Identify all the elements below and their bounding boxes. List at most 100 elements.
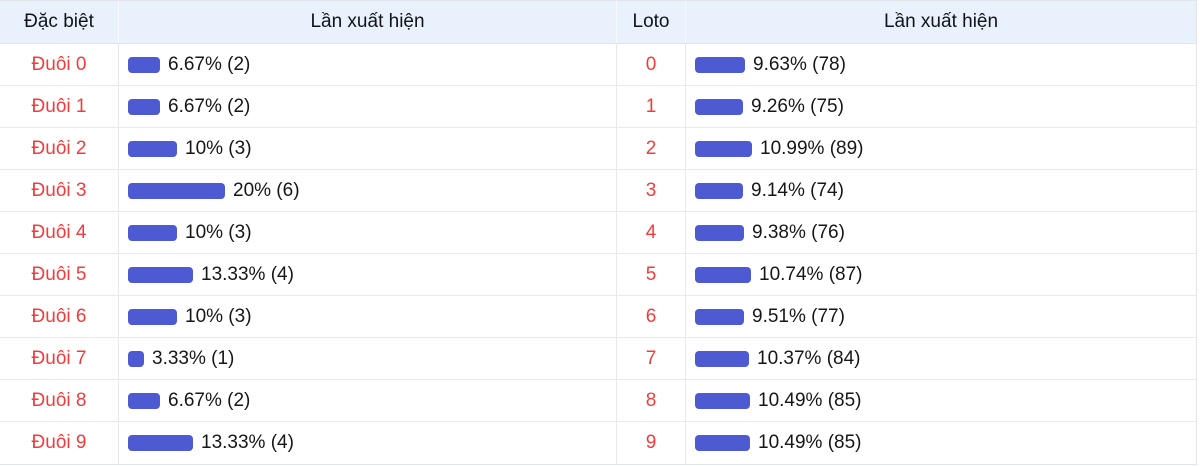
special-frequency-value: 6.67% (2): [168, 95, 251, 117]
loto-frequency-value: 10.49% (85): [758, 432, 862, 453]
header-special-frequency-label: Lần xuất hiện: [310, 11, 425, 32]
loto-frequency-bar: [695, 308, 744, 325]
loto-frequency-bar: [695, 435, 750, 451]
special-row-label: Đuôi 3: [31, 179, 87, 201]
loto-label-cell: 8: [617, 380, 686, 421]
loto-frequency-cell: 10.99% (89): [686, 128, 1196, 169]
loto-label-cell: 1: [617, 86, 686, 127]
special-label-cell: Đuôi 1: [0, 86, 119, 127]
special-label-cell: Đuôi 0: [0, 44, 119, 85]
loto-frequency-bar: [695, 98, 743, 115]
loto-label-cell: 2: [617, 128, 686, 169]
special-frequency-bar: [128, 140, 177, 157]
loto-label-cell: 9: [617, 422, 686, 464]
table-row: Đuôi 8 6.67% (2) 8 10.49% (85): [0, 380, 1196, 422]
special-row-label: Đuôi 8: [31, 389, 87, 411]
loto-frequency-value: 10.99% (89): [760, 137, 864, 159]
loto-frequency-cell: 9.51% (77): [686, 296, 1196, 337]
loto-row-label: 6: [645, 305, 657, 327]
loto-frequency-cell: 9.38% (76): [686, 212, 1196, 253]
loto-row-label: 3: [645, 179, 657, 201]
special-frequency-value: 13.33% (4): [201, 432, 294, 453]
loto-frequency-cell: 9.63% (78): [686, 44, 1196, 85]
special-row-label: Đuôi 7: [31, 347, 87, 369]
special-frequency-cell: 20% (6): [119, 170, 617, 211]
special-label-cell: Đuôi 9: [0, 422, 119, 464]
header-special-label: Đặc biệt: [24, 11, 94, 32]
special-frequency-value: 13.33% (4): [201, 263, 294, 285]
loto-label-cell: 5: [617, 254, 686, 295]
loto-frequency-cell: 9.26% (75): [686, 86, 1196, 127]
special-row-label: Đuôi 1: [31, 95, 87, 117]
special-label-cell: Đuôi 6: [0, 296, 119, 337]
loto-label-cell: 7: [617, 338, 686, 379]
loto-frequency-bar: [695, 350, 749, 367]
loto-row-label: 7: [645, 347, 657, 369]
loto-frequency-cell: 10.49% (85): [686, 422, 1196, 464]
loto-frequency-bar: [695, 140, 752, 157]
loto-frequency-value: 10.37% (84): [757, 347, 861, 369]
special-frequency-bar: [128, 266, 193, 283]
special-row-label: Đuôi 5: [31, 263, 87, 285]
table-row: Đuôi 2 10% (3) 2 10.99% (89): [0, 128, 1196, 170]
table-row: Đuôi 5 13.33% (4) 5 10.74% (87): [0, 254, 1196, 296]
header-cell-loto-frequency: Lần xuất hiện: [686, 1, 1196, 43]
loto-frequency-value: 9.63% (78): [753, 53, 846, 75]
table-row: Đuôi 3 20% (6) 3 9.14% (74): [0, 170, 1196, 212]
special-frequency-value: 20% (6): [233, 179, 300, 201]
loto-frequency-value: 9.26% (75): [751, 95, 844, 117]
loto-row-label: 5: [645, 263, 657, 285]
special-frequency-cell: 6.67% (2): [119, 86, 617, 127]
loto-frequency-value: 9.38% (76): [752, 221, 845, 243]
special-row-label: Đuôi 4: [31, 221, 87, 243]
special-frequency-cell: 3.33% (1): [119, 338, 617, 379]
special-label-cell: Đuôi 4: [0, 212, 119, 253]
special-frequency-bar: [128, 435, 193, 451]
loto-row-label: 8: [645, 389, 657, 411]
special-frequency-cell: 13.33% (4): [119, 254, 617, 295]
loto-row-label: 0: [645, 53, 657, 75]
loto-frequency-cell: 9.14% (74): [686, 170, 1196, 211]
special-label-cell: Đuôi 2: [0, 128, 119, 169]
loto-frequency-value: 10.49% (85): [758, 389, 862, 411]
special-frequency-cell: 13.33% (4): [119, 422, 617, 464]
special-frequency-cell: 6.67% (2): [119, 380, 617, 421]
special-frequency-cell: 10% (3): [119, 128, 617, 169]
special-frequency-bar: [128, 98, 160, 115]
special-frequency-cell: 6.67% (2): [119, 44, 617, 85]
loto-frequency-cell: 10.74% (87): [686, 254, 1196, 295]
table-row: Đuôi 1 6.67% (2) 1 9.26% (75): [0, 86, 1196, 128]
table-header-row: Đặc biệt Lần xuất hiện Loto Lần xuất hiệ…: [0, 1, 1196, 44]
table-row: Đuôi 7 3.33% (1) 7 10.37% (84): [0, 338, 1196, 380]
special-row-label: Đuôi 9: [31, 432, 87, 453]
loto-frequency-bar: [695, 224, 744, 241]
loto-label-cell: 4: [617, 212, 686, 253]
special-row-label: Đuôi 6: [31, 305, 87, 327]
table-row: Đuôi 0 6.67% (2) 0 9.63% (78): [0, 44, 1196, 86]
header-cell-special: Đặc biệt: [0, 1, 119, 43]
header-cell-loto: Loto: [617, 1, 686, 43]
loto-row-label: 9: [645, 432, 657, 453]
special-frequency-bar: [128, 224, 177, 241]
special-label-cell: Đuôi 8: [0, 380, 119, 421]
special-frequency-bar: [128, 182, 225, 199]
loto-label-cell: 3: [617, 170, 686, 211]
special-frequency-bar: [128, 392, 160, 409]
loto-label-cell: 0: [617, 44, 686, 85]
special-row-label: Đuôi 0: [31, 53, 87, 75]
table-body: Đuôi 0 6.67% (2) 0 9.63% (78) Đuôi 1 6.6…: [0, 44, 1196, 464]
header-loto-frequency-label: Lần xuất hiện: [883, 11, 999, 32]
special-frequency-cell: 10% (3): [119, 212, 617, 253]
loto-frequency-cell: 10.37% (84): [686, 338, 1196, 379]
loto-frequency-value: 9.14% (74): [751, 179, 844, 201]
special-frequency-value: 6.67% (2): [168, 389, 251, 411]
table-row: Đuôi 9 13.33% (4) 9 10.49% (85): [0, 422, 1196, 464]
table-row: Đuôi 4 10% (3) 4 9.38% (76): [0, 212, 1196, 254]
loto-row-label: 1: [645, 95, 657, 117]
loto-label-cell: 6: [617, 296, 686, 337]
special-label-cell: Đuôi 5: [0, 254, 119, 295]
special-label-cell: Đuôi 7: [0, 338, 119, 379]
loto-row-label: 2: [645, 137, 657, 159]
special-row-label: Đuôi 2: [31, 137, 87, 159]
special-frequency-cell: 10% (3): [119, 296, 617, 337]
